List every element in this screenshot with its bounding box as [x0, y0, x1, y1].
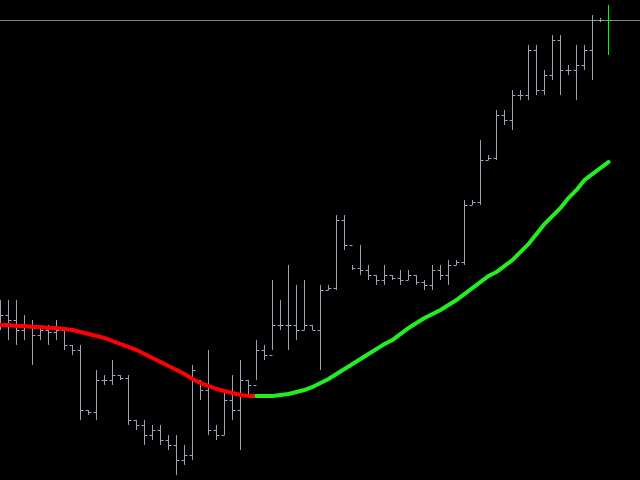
moving-average [0, 323, 259, 398]
moving-average [254, 160, 611, 398]
